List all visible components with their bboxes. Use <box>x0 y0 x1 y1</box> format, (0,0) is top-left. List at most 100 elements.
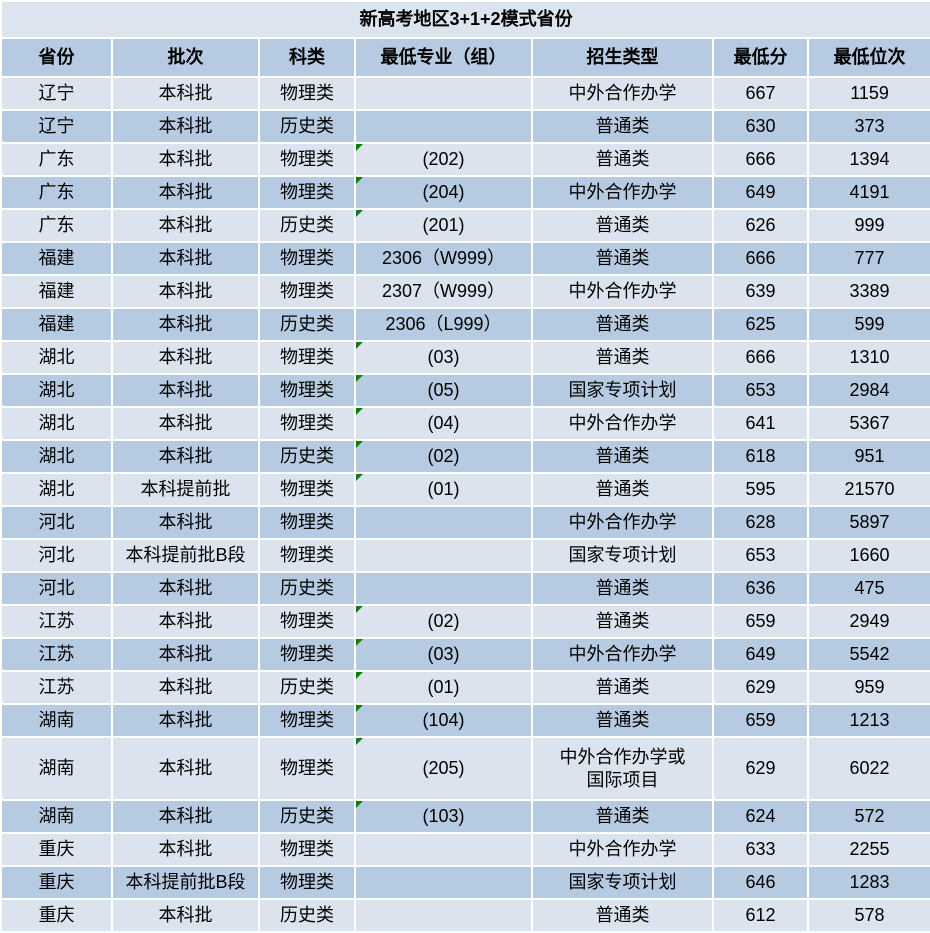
cell-min-rank[interactable]: 2255 <box>806 832 930 867</box>
header-batch[interactable]: 批次 <box>111 37 260 78</box>
cell-major-group[interactable]: (01) <box>354 670 533 705</box>
cell-batch[interactable]: 本科批 <box>111 637 260 672</box>
cell-province[interactable]: 河北 <box>0 571 113 606</box>
cell-admission-type[interactable]: 普通类 <box>531 703 714 738</box>
cell-province[interactable]: 福建 <box>0 307 113 342</box>
cell-min-score[interactable]: 659 <box>712 604 809 639</box>
cell-min-score[interactable]: 625 <box>712 307 809 342</box>
cell-batch[interactable]: 本科提前批B段 <box>111 538 260 573</box>
cell-major-group[interactable] <box>354 505 533 540</box>
cell-subject[interactable]: 历史类 <box>258 799 356 834</box>
cell-subject[interactable]: 物理类 <box>258 505 356 540</box>
header-min-rank[interactable]: 最低位次 <box>806 37 930 78</box>
cell-admission-type[interactable]: 中外合作办学或 国际项目 <box>531 736 714 801</box>
cell-major-group[interactable]: (04) <box>354 406 533 441</box>
cell-admission-type[interactable]: 普通类 <box>531 208 714 243</box>
cell-subject[interactable]: 历史类 <box>258 571 356 606</box>
cell-major-group[interactable]: (103) <box>354 799 533 834</box>
cell-subject[interactable]: 物理类 <box>258 832 356 867</box>
cell-admission-type[interactable]: 普通类 <box>531 571 714 606</box>
cell-subject[interactable]: 物理类 <box>258 736 356 801</box>
cell-admission-type[interactable]: 普通类 <box>531 799 714 834</box>
cell-major-group[interactable]: (03) <box>354 340 533 375</box>
header-subject[interactable]: 科类 <box>258 37 356 78</box>
cell-admission-type[interactable]: 中外合作办学 <box>531 274 714 309</box>
cell-subject[interactable]: 物理类 <box>258 604 356 639</box>
cell-min-rank[interactable]: 21570 <box>806 472 930 507</box>
cell-subject[interactable]: 历史类 <box>258 670 356 705</box>
cell-min-rank[interactable]: 4191 <box>806 175 930 210</box>
cell-min-score[interactable]: 628 <box>712 505 809 540</box>
cell-min-rank[interactable]: 951 <box>806 439 930 474</box>
cell-min-score[interactable]: 618 <box>712 439 809 474</box>
cell-admission-type[interactable]: 国家专项计划 <box>531 865 714 900</box>
cell-province[interactable]: 辽宁 <box>0 109 113 144</box>
cell-major-group[interactable]: (104) <box>354 703 533 738</box>
cell-subject[interactable]: 物理类 <box>258 142 356 177</box>
cell-batch[interactable]: 本科批 <box>111 175 260 210</box>
cell-admission-type[interactable]: 中外合作办学 <box>531 505 714 540</box>
cell-province[interactable]: 河北 <box>0 538 113 573</box>
cell-batch[interactable]: 本科批 <box>111 208 260 243</box>
cell-major-group[interactable] <box>354 538 533 573</box>
cell-admission-type[interactable]: 中外合作办学 <box>531 637 714 672</box>
cell-min-score[interactable]: 653 <box>712 538 809 573</box>
cell-subject[interactable]: 物理类 <box>258 538 356 573</box>
cell-min-rank[interactable]: 1310 <box>806 340 930 375</box>
cell-min-score[interactable]: 666 <box>712 241 809 276</box>
cell-admission-type[interactable]: 普通类 <box>531 439 714 474</box>
cell-province[interactable]: 江苏 <box>0 604 113 639</box>
table-title-cell[interactable]: 新高考地区3+1+2模式省份 <box>0 0 930 39</box>
cell-batch[interactable]: 本科批 <box>111 340 260 375</box>
cell-subject[interactable]: 物理类 <box>258 637 356 672</box>
cell-min-rank[interactable]: 578 <box>806 898 930 933</box>
cell-subject[interactable]: 物理类 <box>258 76 356 111</box>
cell-min-score[interactable]: 624 <box>712 799 809 834</box>
cell-min-rank[interactable]: 1283 <box>806 865 930 900</box>
cell-min-score[interactable]: 633 <box>712 832 809 867</box>
cell-major-group[interactable] <box>354 571 533 606</box>
cell-province[interactable]: 广东 <box>0 208 113 243</box>
cell-province[interactable]: 湖北 <box>0 340 113 375</box>
cell-subject[interactable]: 物理类 <box>258 340 356 375</box>
cell-min-score[interactable]: 639 <box>712 274 809 309</box>
cell-major-group[interactable]: 2306（L999） <box>354 307 533 342</box>
cell-subject[interactable]: 物理类 <box>258 241 356 276</box>
cell-batch[interactable]: 本科提前批B段 <box>111 865 260 900</box>
cell-batch[interactable]: 本科提前批 <box>111 472 260 507</box>
header-admission-type[interactable]: 招生类型 <box>531 37 714 78</box>
cell-province[interactable]: 湖北 <box>0 406 113 441</box>
cell-batch[interactable]: 本科批 <box>111 76 260 111</box>
cell-subject[interactable]: 物理类 <box>258 373 356 408</box>
cell-province[interactable]: 重庆 <box>0 865 113 900</box>
header-major-group[interactable]: 最低专业（组） <box>354 37 533 78</box>
cell-admission-type[interactable]: 国家专项计划 <box>531 538 714 573</box>
cell-batch[interactable]: 本科批 <box>111 373 260 408</box>
cell-province[interactable]: 辽宁 <box>0 76 113 111</box>
cell-major-group[interactable]: (03) <box>354 637 533 672</box>
cell-major-group[interactable]: (204) <box>354 175 533 210</box>
cell-major-group[interactable]: 2307（W999） <box>354 274 533 309</box>
cell-province[interactable]: 河北 <box>0 505 113 540</box>
cell-major-group[interactable]: (01) <box>354 472 533 507</box>
cell-min-score[interactable]: 667 <box>712 76 809 111</box>
cell-min-rank[interactable]: 1213 <box>806 703 930 738</box>
cell-province[interactable]: 福建 <box>0 241 113 276</box>
cell-admission-type[interactable]: 中外合作办学 <box>531 832 714 867</box>
cell-admission-type[interactable]: 普通类 <box>531 472 714 507</box>
cell-subject[interactable]: 历史类 <box>258 307 356 342</box>
cell-major-group[interactable] <box>354 832 533 867</box>
cell-batch[interactable]: 本科批 <box>111 505 260 540</box>
cell-admission-type[interactable]: 中外合作办学 <box>531 406 714 441</box>
cell-batch[interactable]: 本科批 <box>111 109 260 144</box>
cell-batch[interactable]: 本科批 <box>111 670 260 705</box>
cell-min-score[interactable]: 649 <box>712 637 809 672</box>
cell-admission-type[interactable]: 国家专项计划 <box>531 373 714 408</box>
cell-admission-type[interactable]: 普通类 <box>531 307 714 342</box>
cell-batch[interactable]: 本科批 <box>111 241 260 276</box>
cell-batch[interactable]: 本科批 <box>111 799 260 834</box>
cell-admission-type[interactable]: 普通类 <box>531 670 714 705</box>
cell-batch[interactable]: 本科批 <box>111 274 260 309</box>
cell-min-rank[interactable]: 959 <box>806 670 930 705</box>
cell-major-group[interactable]: (205) <box>354 736 533 801</box>
